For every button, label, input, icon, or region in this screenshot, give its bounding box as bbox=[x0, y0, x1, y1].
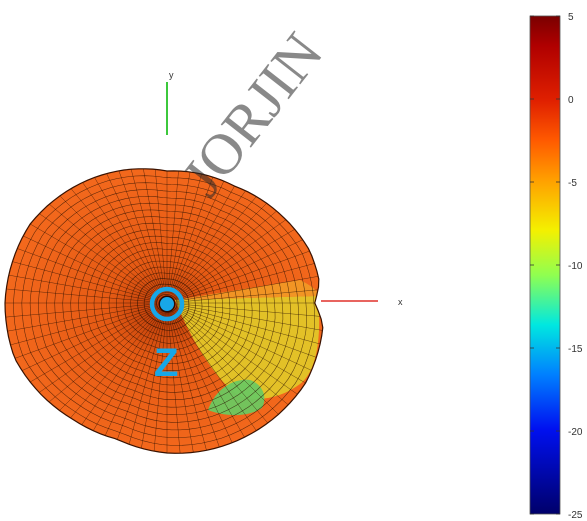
colorbar-tick-label: -25 bbox=[568, 510, 583, 521]
mesh-spoke bbox=[171, 184, 236, 295]
lobe-yellow-region bbox=[175, 296, 320, 399]
mesh-spoke bbox=[176, 262, 317, 301]
mesh-spoke bbox=[176, 304, 323, 332]
mesh-spoke bbox=[168, 170, 191, 294]
mesh-spoke bbox=[173, 310, 270, 425]
mesh-spoke bbox=[167, 312, 181, 454]
mesh-spoke bbox=[105, 171, 164, 295]
mesh-spoke bbox=[169, 312, 208, 453]
mesh-spoke bbox=[93, 175, 163, 295]
mesh-spoke bbox=[5, 288, 158, 303]
colorbar-tick-label: 0 bbox=[568, 95, 574, 106]
mesh-spoke bbox=[176, 303, 323, 318]
lobe-light-orange-region bbox=[175, 280, 319, 300]
mesh-spoke bbox=[175, 306, 314, 372]
mesh-spoke bbox=[69, 310, 161, 420]
lobe-green-region bbox=[208, 379, 265, 416]
lobe-mesh bbox=[5, 168, 323, 454]
mesh-spoke bbox=[57, 309, 161, 413]
mesh-spoke bbox=[174, 309, 290, 407]
mesh-spoke bbox=[117, 168, 164, 294]
z-axis-label: Z bbox=[154, 341, 178, 385]
mesh-spoke bbox=[47, 202, 160, 297]
mesh-spoke bbox=[104, 311, 164, 438]
mesh-spoke bbox=[174, 209, 279, 297]
mesh-spoke bbox=[173, 309, 280, 416]
watermark-text: JORJIN bbox=[169, 21, 335, 208]
mesh-spoke bbox=[154, 168, 167, 294]
mesh-spoke bbox=[20, 306, 159, 372]
mesh-spoke bbox=[176, 305, 323, 345]
colorbar-tick-label: 5 bbox=[568, 12, 574, 23]
colorbar-ticks: 5 0 -5 -10 -15 -20 -25 bbox=[530, 12, 583, 521]
colorbar-tick-label: -5 bbox=[568, 178, 577, 189]
mesh-spoke bbox=[37, 308, 159, 394]
mesh-spoke bbox=[91, 311, 163, 433]
mesh-spoke bbox=[176, 275, 321, 302]
mesh-spoke bbox=[175, 228, 297, 299]
y-axis-label: y bbox=[169, 70, 174, 80]
mesh-spoke bbox=[172, 311, 258, 433]
mesh-spoke bbox=[142, 168, 166, 294]
mesh-spoke bbox=[176, 306, 319, 359]
colorbar-tick-label: -15 bbox=[568, 344, 583, 355]
mesh-spoke bbox=[116, 312, 164, 442]
mesh-spoke bbox=[28, 222, 159, 299]
mesh-spoke bbox=[168, 312, 194, 454]
mesh-spoke bbox=[10, 260, 158, 301]
mesh-spoke bbox=[176, 289, 323, 303]
mesh-spoke bbox=[5, 303, 158, 318]
mesh-spoke bbox=[130, 168, 165, 294]
z-axis-marker bbox=[149, 286, 185, 322]
mesh-spoke bbox=[175, 307, 308, 385]
mesh-spoke bbox=[167, 168, 179, 294]
colorbar-tick-label: -10 bbox=[568, 261, 583, 272]
lobe-outline bbox=[4, 168, 324, 454]
x-axis-label: x bbox=[398, 297, 403, 307]
mesh-spoke bbox=[169, 172, 203, 294]
mesh-spoke bbox=[170, 311, 234, 445]
mesh-spoke bbox=[173, 201, 269, 297]
mesh-spoke bbox=[12, 306, 158, 360]
mesh-spoke bbox=[170, 312, 221, 450]
colorbar-tick-label: -20 bbox=[568, 427, 583, 438]
mesh-spoke bbox=[173, 194, 258, 296]
mesh-spoke bbox=[28, 307, 159, 384]
mesh-spoke bbox=[153, 312, 167, 454]
colorbar-gradient bbox=[529, 15, 561, 515]
mesh-spoke bbox=[5, 304, 158, 332]
mesh-spoke bbox=[140, 312, 166, 451]
mesh-spoke bbox=[6, 274, 158, 302]
mesh-spoke bbox=[21, 234, 159, 300]
mesh-spoke bbox=[175, 238, 305, 300]
mesh-spoke bbox=[80, 311, 162, 427]
mesh-spoke bbox=[8, 305, 158, 346]
mesh-spoke bbox=[15, 247, 158, 300]
mesh-spoke bbox=[175, 218, 288, 298]
mesh-spoke bbox=[47, 309, 160, 404]
mesh-spoke bbox=[171, 311, 246, 440]
colorbar: 5 0 -5 -10 -15 -20 -25 bbox=[529, 12, 583, 521]
mesh-spoke bbox=[170, 179, 225, 295]
mesh-spoke bbox=[58, 194, 161, 297]
mesh-spoke bbox=[170, 175, 214, 294]
mesh-spoke bbox=[128, 312, 165, 447]
mesh-spoke bbox=[81, 180, 162, 295]
mesh-spoke bbox=[175, 308, 300, 396]
mesh-spoke bbox=[37, 212, 159, 298]
mesh-spoke bbox=[69, 186, 161, 296]
mesh-spoke bbox=[176, 250, 312, 300]
mesh-spoke bbox=[172, 188, 247, 295]
